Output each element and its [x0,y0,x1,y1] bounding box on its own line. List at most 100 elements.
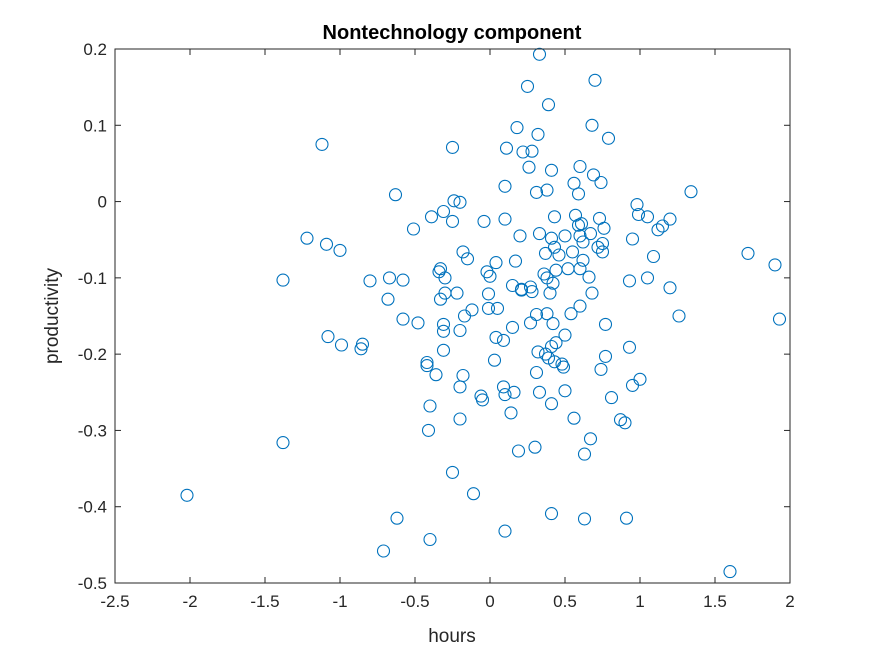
scatter-point [396,312,410,326]
scatter-point [376,544,391,558]
x-tick-label: 2 [785,592,794,611]
y-tick-label: 0.2 [83,40,107,59]
scatter-point [672,309,686,323]
scatter-point [532,385,547,399]
scatter-point [505,320,520,334]
scatter-point [489,256,503,270]
scatter-point [558,328,572,342]
scatter-point [598,317,613,331]
scatter-point [538,246,553,260]
scatter-point [450,286,464,300]
axes-box [114,48,791,584]
scatter-point [651,223,665,237]
scatter-point [571,187,586,201]
scatter-point [456,245,470,259]
data-points [180,47,787,579]
scatter-point [490,301,505,315]
scatter-point [508,254,523,268]
scatter-point [363,274,377,288]
scatter-point [576,253,590,267]
scatter-point [567,411,581,425]
scatter-point [438,271,452,285]
scatter-point [633,372,647,386]
scatter-point [631,207,646,222]
scatter-point [447,194,461,208]
scatter-point [598,349,613,363]
scatter-point [544,397,559,411]
scatter-point [489,330,503,344]
scatter-point [453,195,467,209]
x-tick-label: -1 [332,592,347,611]
scatter-point [556,360,571,374]
scatter-point [433,292,448,306]
scatter-point [655,219,670,233]
scatter-point [424,210,439,224]
scatter-point [466,487,481,501]
y-tick-label: -0.1 [78,269,107,288]
scatter-point [595,236,610,251]
x-tick-label: 0.5 [553,592,577,611]
chart-title: Nontechnology component [323,22,582,44]
scatter-point [499,141,514,155]
scatter-point [663,281,677,295]
scatter-point [525,285,539,299]
scatter-point [421,423,436,437]
scatter-point [315,137,329,151]
scatter-point [558,229,572,243]
scatter-point [445,140,460,154]
scatter-point [525,144,539,158]
scatter-point [445,214,460,228]
scatter-point [319,237,334,251]
scatter-point [513,229,527,243]
y-tick-label: -0.5 [78,574,107,593]
scatter-point [595,245,610,259]
scatter-point [496,333,511,347]
scatter-point [586,168,601,182]
scatter-point [646,249,661,264]
scatter-point [583,227,598,241]
scatter-point [531,127,545,141]
scatter-point [496,380,511,394]
scatter-point [453,412,467,426]
scatter-point [582,270,596,284]
scatter-point [498,388,512,402]
scatter-point [388,188,403,202]
x-axis-label: hours [428,626,476,647]
scatter-point [406,222,421,236]
scatter-point [522,160,536,174]
scatter-point [538,347,553,361]
x-tick-label: 1 [635,592,644,611]
y-tick-label: 0 [98,193,107,212]
scatter-point [511,444,526,458]
scatter-point [531,345,545,359]
scatter-point [537,267,551,281]
scatter-point [558,384,572,398]
scatter-point [540,183,554,197]
y-tick-label: -0.3 [78,421,107,440]
y-tick-label: -0.2 [78,345,107,364]
scatter-point [510,121,524,135]
scatter-point [423,532,437,547]
scatter-point [445,465,460,479]
scatter-point [544,231,559,245]
x-tick-label: 0 [485,592,494,611]
scatter-point [552,248,566,262]
scatter-point [591,240,605,254]
scatter-point [618,416,632,430]
scatter-point [436,317,451,331]
scatter-point [481,287,496,301]
scatter-point [573,299,587,313]
scatter-point [549,263,563,277]
scatter-point [549,336,563,350]
scatter-point [625,378,640,392]
scatter-point [640,210,655,224]
scatter-point [601,131,616,145]
scatter-point [457,309,472,323]
scatter-point [498,212,512,226]
scatter-point [504,406,518,420]
scatter-point [547,210,562,224]
scatter-point [460,252,475,266]
y-axis-label: productivity [42,267,63,364]
scatter-point [180,488,194,502]
